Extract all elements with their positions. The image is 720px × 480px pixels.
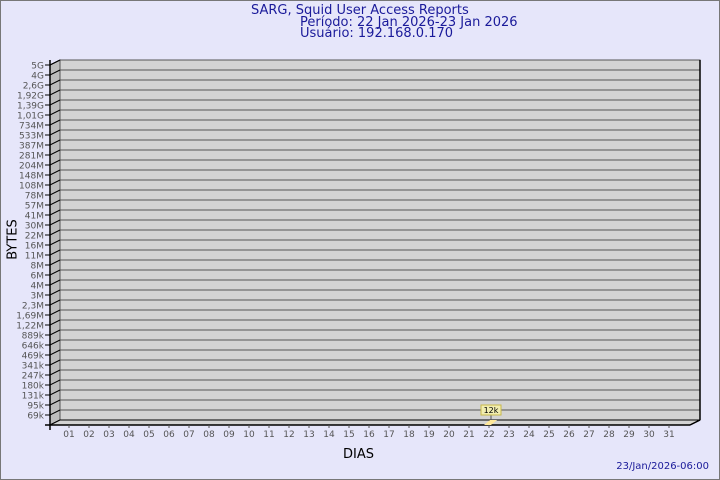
x-tick-label: 11 [263, 430, 274, 440]
y-tick-label: 22M [25, 232, 44, 242]
x-tick-label: 15 [343, 430, 354, 440]
y-tick-label: 4M [31, 282, 45, 292]
y-tick-label: 6M [31, 272, 45, 282]
y-tick-label: 69k [27, 412, 44, 422]
x-tick-label: 07 [183, 430, 194, 440]
x-tick-label: 17 [383, 430, 394, 440]
x-tick-label: 12 [283, 430, 294, 440]
y-tick-label: 108M [19, 182, 44, 192]
x-tick-label: 27 [583, 430, 594, 440]
y-tick-label: 4G [31, 72, 44, 82]
y-tick-label: 180k [22, 382, 45, 392]
data-label: 12k [484, 406, 499, 415]
x-tick-label: 26 [563, 430, 575, 440]
chart-period: Período: 22 Jan 2026-23 Jan 2026 [300, 15, 518, 30]
y-tick-label: 57M [25, 202, 44, 212]
floor-edge [689, 419, 701, 426]
y-tick-label: 5G [31, 62, 44, 72]
x-tick-label: 29 [623, 430, 635, 440]
x-axis-label: DIAS [343, 447, 374, 462]
x-tick-label: 23 [503, 430, 514, 440]
y-tick-label: 734M [19, 122, 44, 132]
y-tick-label: 148M [19, 172, 44, 182]
y-tick-label: 889k [22, 332, 45, 342]
x-tick-label: 21 [463, 430, 474, 440]
x-tick-label: 22 [483, 430, 494, 440]
y-tick-label: 1,69M [16, 312, 44, 322]
chart-user: Usuário: 192.168.0.170 [300, 26, 454, 41]
y-tick-label: 533M [19, 132, 44, 142]
y-tick-label: 646k [22, 342, 45, 352]
x-tick-label: 24 [523, 430, 535, 440]
x-tick-label: 19 [423, 430, 435, 440]
x-tick-label: 13 [303, 430, 314, 440]
y-tick-label: 95k [27, 402, 44, 412]
y-tick-label: 1,01G [17, 112, 44, 122]
y-tick-label: 131k [22, 392, 45, 402]
data-label-box [480, 404, 502, 416]
x-tick-label: 08 [203, 430, 215, 440]
footer-timestamp: 23/Jan/2026-06:00 [616, 461, 709, 472]
y-tick-label: 341k [22, 362, 45, 372]
x-tick-label: 05 [143, 430, 154, 440]
y-tick-label: 247k [22, 372, 45, 382]
x-tick-label: 01 [63, 430, 74, 440]
x-tick-label: 18 [403, 430, 415, 440]
y-tick-label: 2,6G [23, 82, 44, 92]
y-tick-label: 387M [19, 142, 44, 152]
y-tick-label: 8M [31, 262, 45, 272]
chart-title: SARG, Squid User Access Reports [251, 3, 469, 18]
x-tick-label: 30 [643, 430, 655, 440]
y-tick-label: 1,22M [16, 322, 44, 332]
x-tick-label: 14 [323, 430, 335, 440]
y-tick-label: 1,92G [17, 92, 44, 102]
y-tick-label: 3M [31, 292, 45, 302]
y-tick-label: 11M [25, 252, 44, 262]
y-tick-label: 30M [25, 222, 44, 232]
x-tick-label: 06 [163, 430, 175, 440]
x-tick-label: 09 [223, 430, 235, 440]
y-tick-label: 78M [25, 192, 44, 202]
x-tick-label: 03 [103, 430, 114, 440]
x-tick-label: 31 [663, 430, 674, 440]
y-tick-label: 2,3M [22, 302, 44, 312]
x-tick-label: 04 [123, 430, 135, 440]
y-tick-label: 281M [19, 152, 44, 162]
y-tick-label: 469k [22, 352, 45, 362]
y-tick-label: 41M [25, 212, 44, 222]
x-tick-label: 25 [543, 430, 554, 440]
y-tick-label: 204M [19, 162, 44, 172]
y-tick-label: 1,39G [17, 102, 44, 112]
x-tick-label: 20 [443, 430, 455, 440]
x-tick-label: 16 [363, 430, 375, 440]
y-tick-label: 16M [25, 242, 44, 252]
x-tick-label: 10 [243, 430, 255, 440]
x-tick-label: 28 [603, 430, 615, 440]
x-tick-label: 02 [83, 430, 94, 440]
bar-22 [484, 420, 497, 425]
